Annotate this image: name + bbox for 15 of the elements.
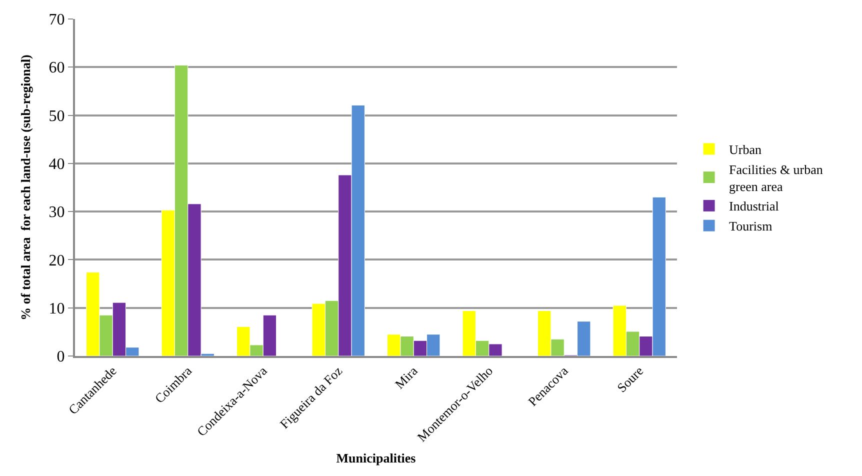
y-axis-title: % of total area for each land-use (sub-regional) (18, 54, 34, 320)
y-tick-label: 10 (48, 300, 65, 318)
legend-label: Tourism (729, 218, 772, 234)
x-axis-title: Municipalities (336, 450, 416, 466)
y-tick-label: 50 (48, 108, 65, 125)
y-tick-label: 0 (56, 348, 65, 366)
legend-label: Urban (729, 142, 762, 158)
legend-label: Industrial (729, 198, 780, 214)
y-tick-label: 60 (48, 60, 65, 77)
y-tick-label: 70 (48, 12, 65, 29)
y-tick-label: 20 (48, 252, 65, 270)
y-tick-label: 40 (48, 156, 65, 174)
legend-label: Facilities & urban green area (729, 162, 824, 194)
x-tick-label: Mira (392, 363, 420, 392)
y-tick-label: 30 (48, 204, 65, 222)
